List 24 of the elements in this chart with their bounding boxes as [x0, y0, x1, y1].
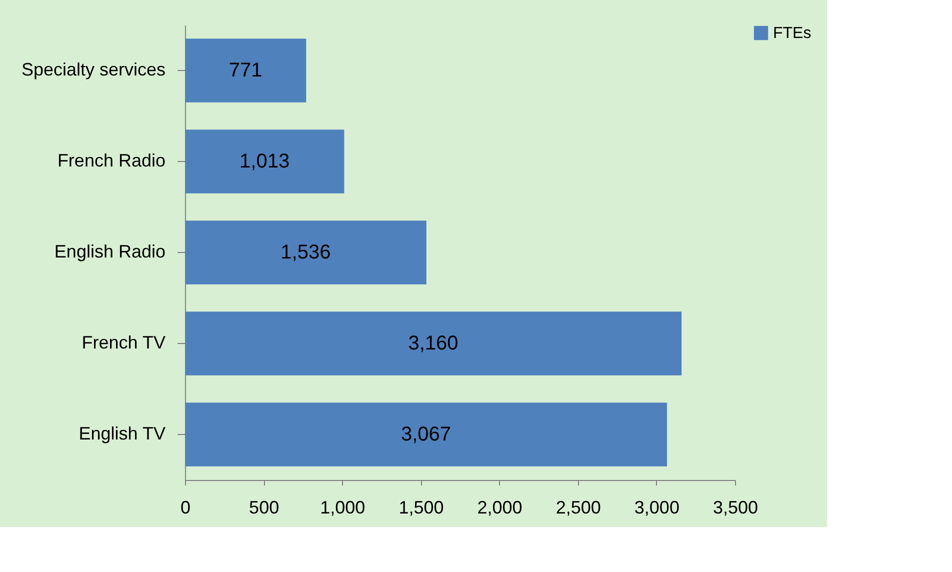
bar	[185, 38, 306, 102]
y-tick-label: English TV	[78, 424, 166, 444]
x-tick-label: 2,500	[556, 498, 601, 518]
bar	[185, 220, 426, 284]
data-label: 1,013	[240, 150, 290, 172]
x-tick-label: 3,500	[712, 498, 758, 518]
bar	[185, 312, 682, 376]
y-tick-label: Specialty services	[21, 60, 166, 80]
x-tick-label: 500	[249, 498, 280, 518]
x-tick-label: 2,000	[477, 498, 522, 518]
data-label: 3,067	[400, 424, 452, 446]
y-tick-label: English Radio	[54, 242, 166, 262]
legend-label: FTEs	[773, 25, 812, 42]
data-label: 3,160	[408, 332, 458, 354]
x-tick-label: 1,500	[398, 498, 444, 518]
y-tick-label: French TV	[82, 332, 166, 352]
y-tick-label: French Radio	[57, 150, 166, 170]
bar	[185, 402, 667, 466]
bar	[185, 130, 344, 194]
x-tick-label: 1,000	[320, 498, 366, 518]
data-label: 1,536	[280, 242, 331, 264]
data-label: 771	[228, 60, 262, 82]
x-tick-label: 0	[180, 498, 191, 518]
x-tick-label: 3,000	[634, 498, 680, 518]
